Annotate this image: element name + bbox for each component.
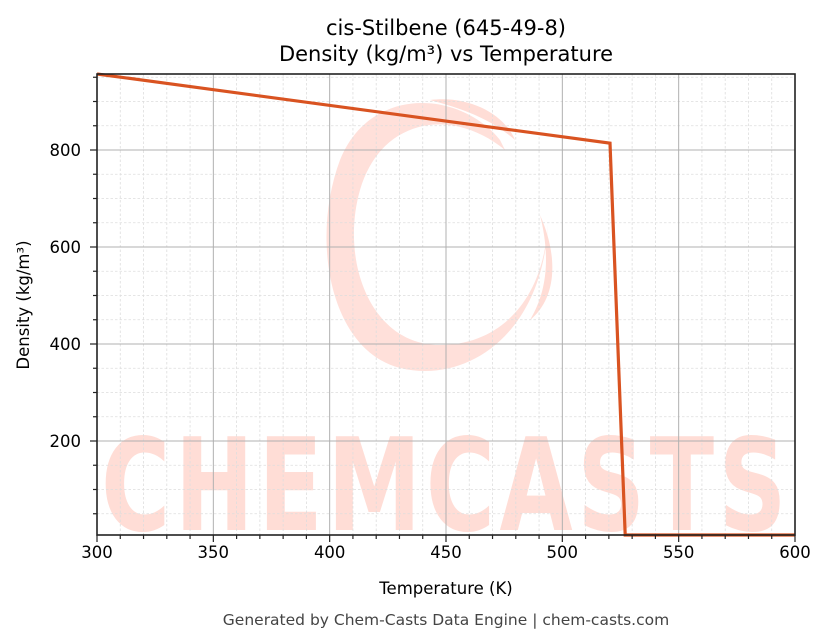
x-tick-label: 600 bbox=[779, 543, 811, 562]
x-tick-label: 550 bbox=[663, 543, 695, 562]
y-tick-label: 600 bbox=[50, 238, 82, 257]
y-axis-label: Density (kg/m³) bbox=[14, 240, 33, 369]
x-tick-label: 350 bbox=[198, 543, 230, 562]
x-tick-label: 500 bbox=[547, 543, 579, 562]
x-tick-label: 450 bbox=[430, 543, 462, 562]
axis-ticks bbox=[90, 76, 796, 542]
x-tick-labels: 300 350 400 450 500 550 600 bbox=[81, 543, 811, 562]
y-tick-labels: 200 400 600 800 bbox=[50, 141, 82, 451]
footer-credit: Generated by Chem-Casts Data Engine | ch… bbox=[223, 611, 669, 629]
x-tick-label: 300 bbox=[81, 543, 113, 562]
x-tick-label: 400 bbox=[314, 543, 346, 562]
x-axis-label: Temperature (K) bbox=[378, 579, 512, 598]
watermark-logo-icon bbox=[326, 99, 553, 372]
y-tick-label: 800 bbox=[50, 141, 82, 160]
chart-title: cis-Stilbene (645-49-8) bbox=[326, 16, 566, 40]
chart-subtitle: Density (kg/m³) vs Temperature bbox=[279, 42, 613, 66]
y-tick-label: 200 bbox=[50, 432, 82, 451]
y-tick-label: 400 bbox=[50, 335, 82, 354]
